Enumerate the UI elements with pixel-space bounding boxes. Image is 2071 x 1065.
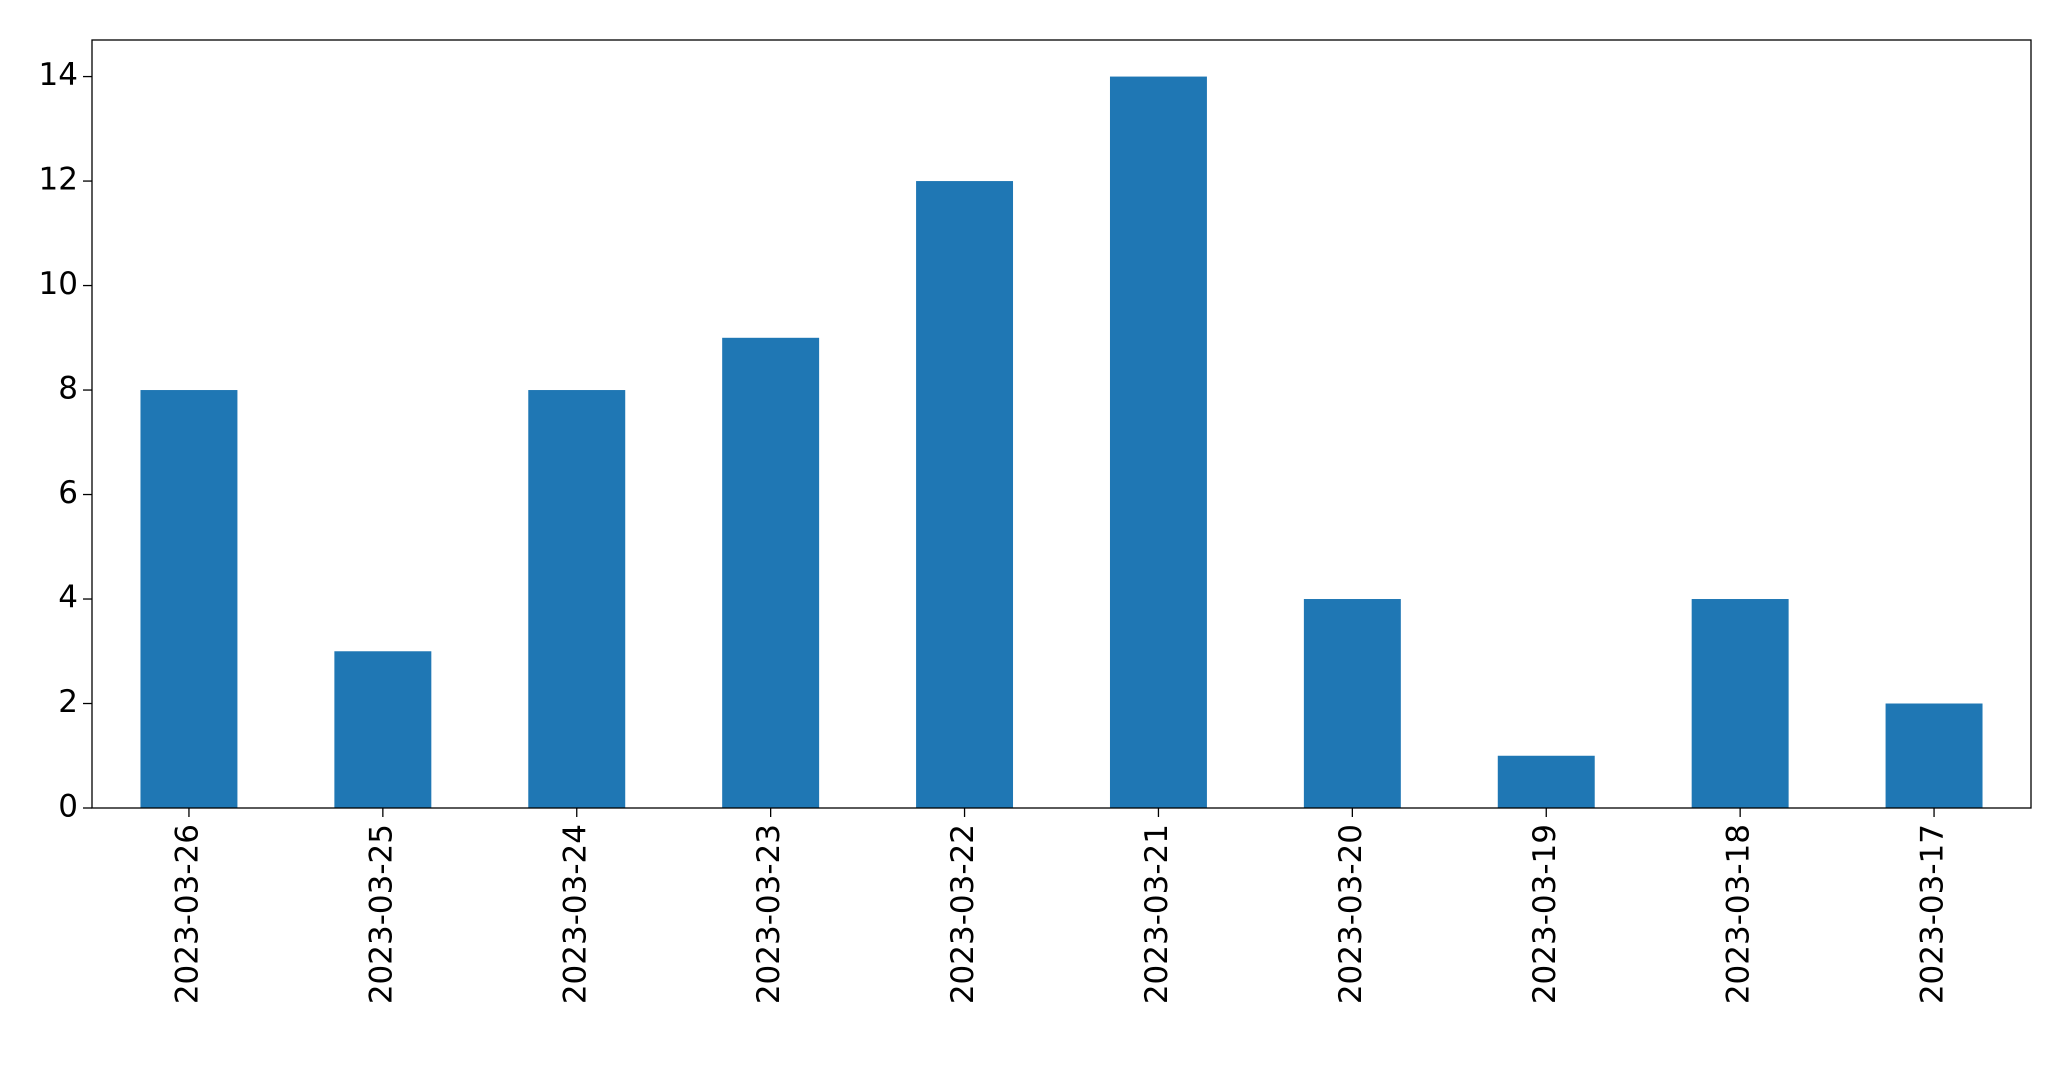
bar xyxy=(1109,76,1207,809)
y-tick-label: 14 xyxy=(39,57,78,93)
x-tick-label: 2023-03-20 xyxy=(1333,824,1369,1004)
x-tick-label: 2023-03-19 xyxy=(1527,824,1563,1004)
plot-frame xyxy=(91,39,2032,809)
y-tick-label: 0 xyxy=(58,789,78,825)
y-tick-label: 2 xyxy=(58,684,78,720)
bar xyxy=(916,181,1014,808)
y-tick-label: 12 xyxy=(39,162,78,198)
x-tick-label: 2023-03-22 xyxy=(945,824,981,1004)
bar xyxy=(1497,755,1595,808)
bar xyxy=(334,651,432,808)
x-tick-label: 2023-03-17 xyxy=(1915,824,1951,1004)
bar xyxy=(528,390,626,808)
y-tick-label: 8 xyxy=(58,371,78,407)
x-tick-label: 2023-03-21 xyxy=(1139,824,1175,1004)
x-tick-label: 2023-03-25 xyxy=(363,824,399,1004)
x-tick-label: 2023-03-23 xyxy=(751,824,787,1004)
y-tick-label: 10 xyxy=(39,266,78,302)
bar xyxy=(1885,703,1983,808)
x-tick-label: 2023-03-18 xyxy=(1721,824,1757,1004)
y-tick-label: 6 xyxy=(58,475,78,511)
y-tick-label: 4 xyxy=(58,580,78,616)
bar xyxy=(140,390,238,808)
bar xyxy=(722,337,820,808)
bar xyxy=(1303,599,1401,808)
bar xyxy=(1691,599,1789,808)
x-tick-label: 2023-03-24 xyxy=(557,824,593,1004)
x-tick-label: 2023-03-26 xyxy=(169,824,205,1004)
